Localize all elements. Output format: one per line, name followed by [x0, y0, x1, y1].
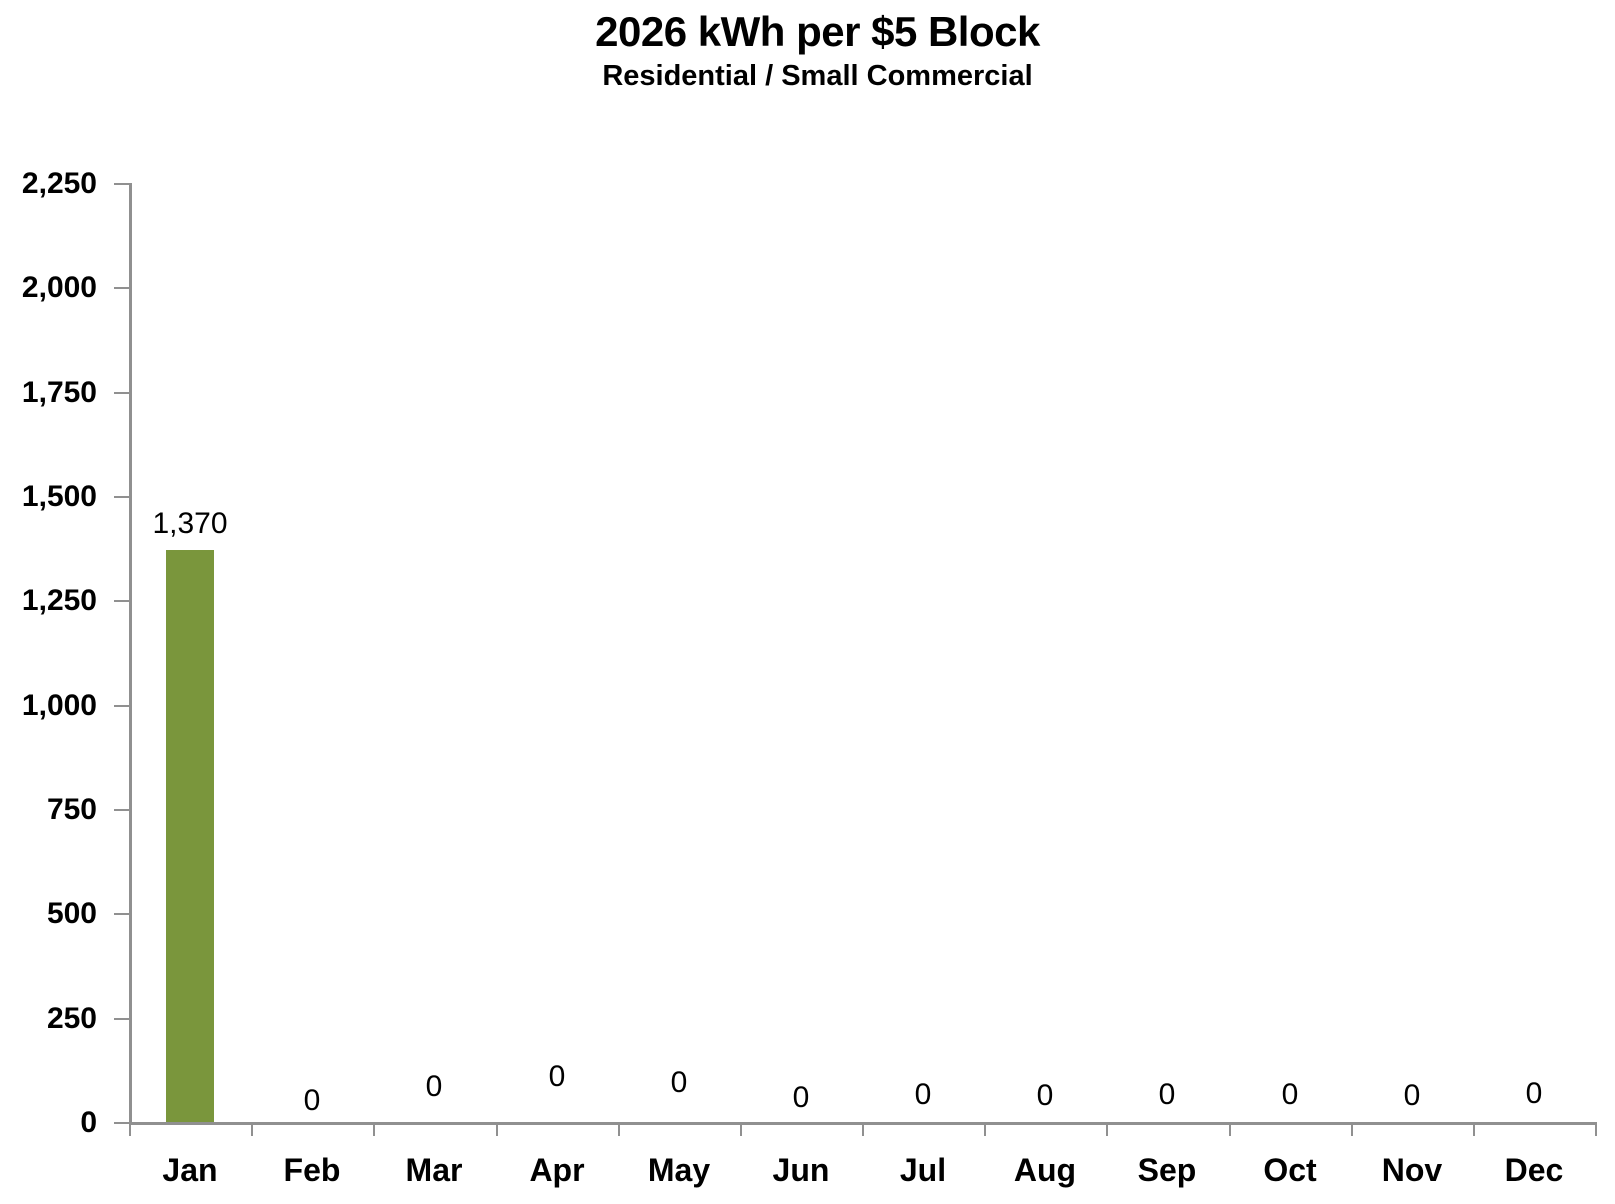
y-tick [114, 913, 129, 915]
y-tick-label: 1,500 [21, 480, 97, 513]
x-category-label: Dec [1504, 1152, 1564, 1188]
bar-value-label: 0 [425, 1070, 443, 1103]
x-tick [373, 1125, 375, 1136]
bar-value-label: 0 [792, 1081, 810, 1114]
y-tick-label: 500 [46, 897, 97, 930]
bar-value-label: 0 [548, 1060, 566, 1093]
y-axis-line [129, 183, 132, 1125]
x-tick [1106, 1125, 1108, 1136]
x-category-label: Nov [1381, 1152, 1443, 1188]
x-category-label: Apr [529, 1152, 585, 1188]
x-tick [129, 1125, 131, 1136]
bar [166, 550, 214, 1122]
y-tick-label: 1,250 [21, 584, 97, 617]
y-tick-label: 1,750 [21, 376, 97, 409]
x-category-label: Jan [162, 1152, 218, 1188]
x-category-label: Jun [772, 1152, 830, 1188]
y-tick-label: 250 [46, 1002, 97, 1035]
x-tick [618, 1125, 620, 1136]
x-category-label: Aug [1013, 1152, 1077, 1188]
x-axis-line [129, 1122, 1597, 1125]
bar-value-label: 0 [914, 1078, 932, 1111]
x-tick [984, 1125, 986, 1136]
y-tick [114, 1018, 129, 1020]
bar-value-label: 0 [303, 1084, 321, 1117]
x-tick [740, 1125, 742, 1136]
x-tick [862, 1125, 864, 1136]
bar-value-label: 1,370 [152, 507, 228, 540]
x-tick [496, 1125, 498, 1136]
y-tick [114, 1122, 129, 1124]
y-tick-label: 1,000 [21, 689, 97, 722]
chart-title: 2026 kWh per $5 Block [595, 8, 1040, 55]
bar-value-label: 0 [1281, 1078, 1299, 1111]
x-category-label: Sep [1137, 1152, 1197, 1188]
y-tick [114, 287, 129, 289]
x-tick [1351, 1125, 1353, 1136]
x-tick [251, 1125, 253, 1136]
y-tick-label: 2,000 [21, 271, 97, 304]
y-tick [114, 809, 129, 811]
y-tick-label: 2,250 [21, 167, 97, 200]
y-tick [114, 705, 129, 707]
bar-value-label: 0 [1158, 1078, 1176, 1111]
y-tick [114, 183, 129, 185]
x-tick [1595, 1125, 1597, 1136]
y-tick-label: 750 [46, 793, 97, 826]
x-category-label: Jul [899, 1152, 947, 1188]
bar-value-label: 0 [1525, 1077, 1543, 1110]
y-tick [114, 392, 129, 394]
x-category-label: Oct [1263, 1152, 1317, 1188]
bar-value-label: 0 [1036, 1079, 1054, 1112]
bar-value-label: 0 [670, 1066, 688, 1099]
chart-subtitle: Residential / Small Commercial [602, 60, 1033, 92]
x-category-label: May [647, 1152, 711, 1188]
y-tick [114, 600, 129, 602]
x-category-label: Feb [283, 1152, 341, 1188]
x-tick [1229, 1125, 1231, 1136]
x-tick [1473, 1125, 1475, 1136]
x-category-label: Mar [405, 1152, 463, 1188]
bar-value-label: 0 [1403, 1079, 1421, 1112]
y-tick [114, 496, 129, 498]
y-tick-label: 0 [80, 1106, 97, 1139]
